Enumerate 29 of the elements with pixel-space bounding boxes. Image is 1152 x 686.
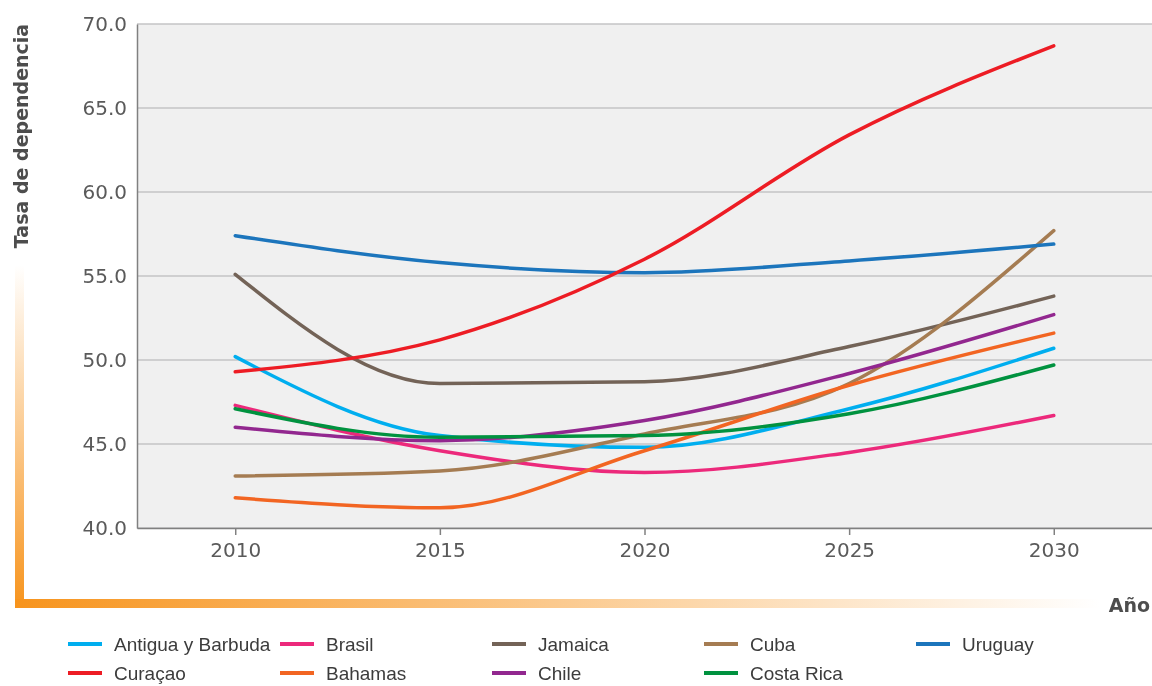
line-series (233, 363, 1056, 440)
y-tick-label: 55.0 (82, 263, 127, 288)
x-axis-title: Año (1108, 594, 1150, 616)
legend-label: Costa Rica (750, 663, 844, 684)
line-series (233, 233, 1056, 275)
x-tick-label: 2015 (414, 538, 466, 563)
line-series (233, 331, 1056, 510)
legend-label: Jamaica (538, 634, 610, 655)
legend-label: Cuba (750, 634, 796, 655)
y-tick-label: 40.0 (82, 515, 127, 540)
y-tick-label: 60.0 (82, 179, 127, 204)
x-tick-label: 2030 (1028, 538, 1080, 563)
legend-label: Curaçao (114, 663, 186, 684)
line-series (233, 44, 1056, 374)
x-tick-label: 2025 (824, 538, 876, 563)
line-series (233, 272, 1056, 386)
x-tick-label: 2020 (619, 538, 671, 563)
legend-label: Uruguay (962, 634, 1035, 655)
y-tick-label: 50.0 (82, 347, 127, 372)
y-tick-label: 65.0 (82, 95, 127, 120)
legend-label: Brasil (326, 634, 374, 655)
y-tick-label: 70.0 (82, 11, 127, 36)
y-tick-label: 45.0 (82, 431, 127, 456)
y-axis-title: Tasa de dependencia (10, 23, 32, 249)
legend-label: Antigua y Barbuda (114, 634, 271, 655)
legend-label: Bahamas (326, 663, 407, 684)
legend-label: Chile (538, 663, 582, 684)
x-tick-label: 2010 (210, 538, 262, 563)
line-series (233, 312, 1056, 443)
